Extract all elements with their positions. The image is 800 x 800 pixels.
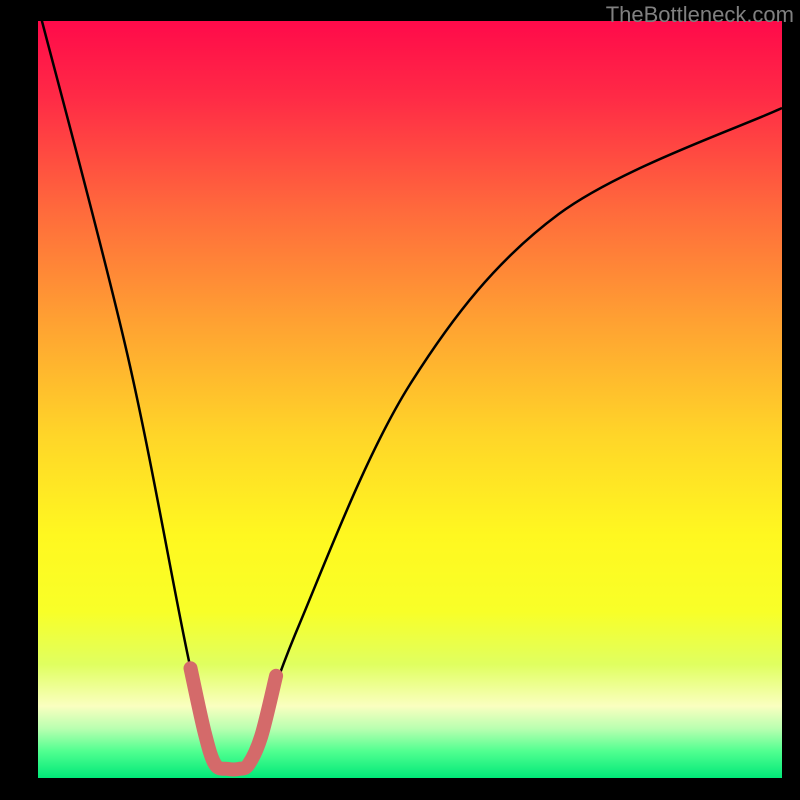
- bottleneck-curve: [38, 21, 782, 767]
- curves-layer: [38, 21, 782, 778]
- optimal-range-marker: [191, 668, 277, 769]
- plot-area: [38, 21, 782, 778]
- watermark-text: TheBottleneck.com: [606, 2, 794, 28]
